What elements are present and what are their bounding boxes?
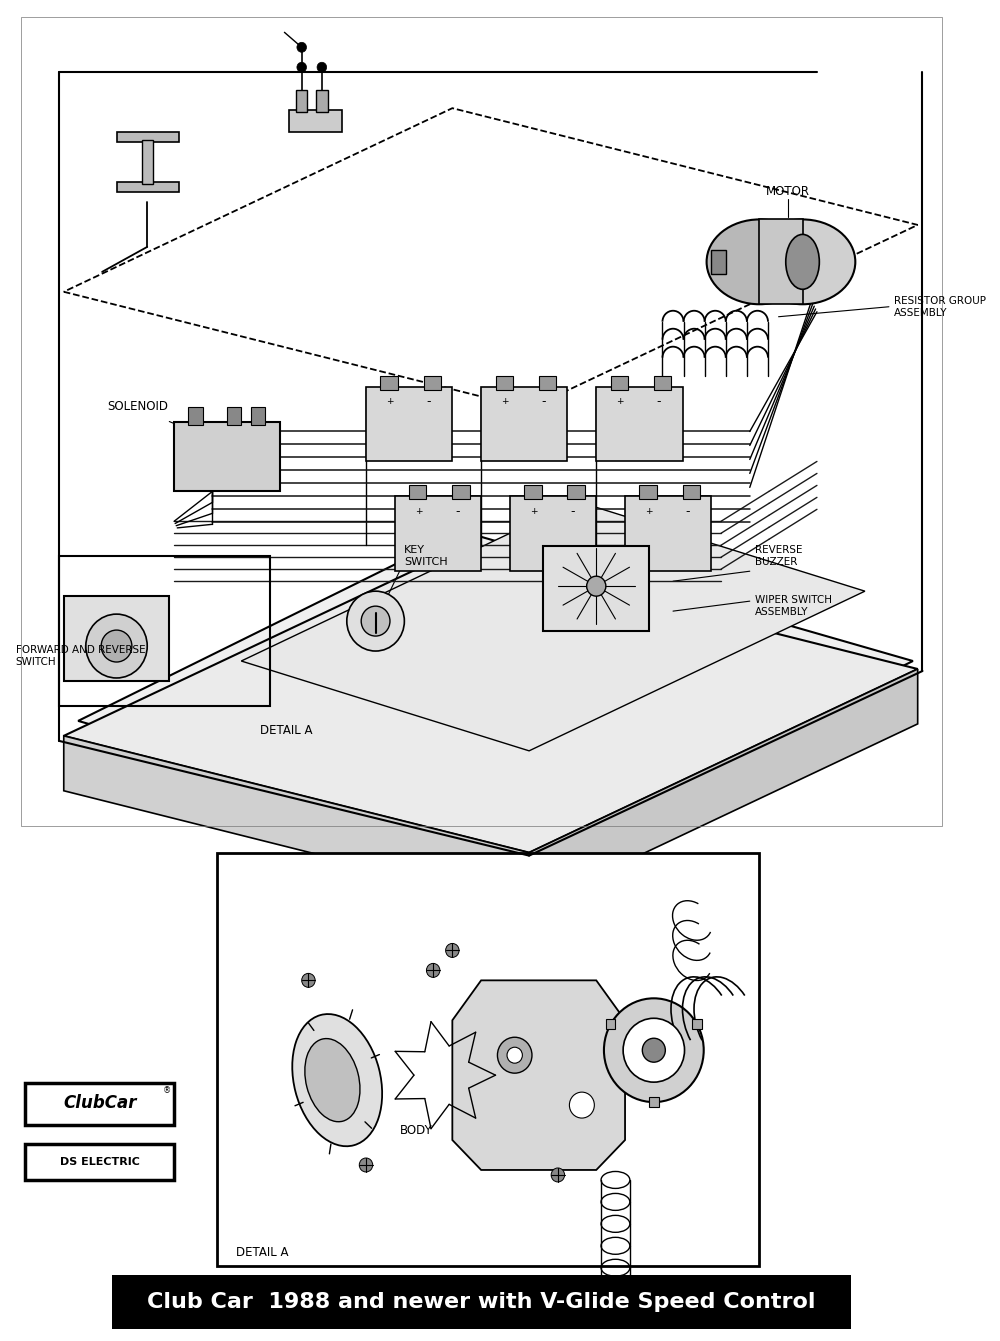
Circle shape xyxy=(623,1018,685,1082)
Text: BODY: BODY xyxy=(400,1124,432,1137)
Circle shape xyxy=(361,606,390,636)
Bar xyxy=(251,406,265,425)
Bar xyxy=(649,1097,659,1108)
Bar xyxy=(759,220,803,304)
Circle shape xyxy=(297,62,307,72)
Text: -: - xyxy=(656,396,661,408)
Bar xyxy=(21,17,942,826)
Bar xyxy=(395,496,481,571)
Text: +: + xyxy=(645,507,653,516)
Text: -: - xyxy=(426,396,431,408)
Text: ®: ® xyxy=(163,1086,172,1094)
Bar xyxy=(25,1144,174,1180)
Text: REVERSE
BUZZER: REVERSE BUZZER xyxy=(755,546,802,567)
Circle shape xyxy=(446,944,459,957)
Ellipse shape xyxy=(707,220,812,304)
Bar xyxy=(481,386,567,461)
Bar xyxy=(59,557,270,705)
Bar xyxy=(711,249,726,274)
Circle shape xyxy=(359,1159,373,1172)
Circle shape xyxy=(426,963,440,978)
Bar xyxy=(112,1275,851,1329)
Circle shape xyxy=(317,62,327,72)
Bar xyxy=(567,485,585,499)
Text: MOTOR: MOTOR xyxy=(766,185,810,198)
Bar xyxy=(524,485,542,499)
Circle shape xyxy=(302,974,315,987)
Ellipse shape xyxy=(305,1038,360,1121)
Circle shape xyxy=(551,1168,565,1181)
Polygon shape xyxy=(64,736,529,908)
Bar xyxy=(289,110,342,133)
Bar xyxy=(366,386,452,461)
Text: RESISTOR GROUP
ASSEMBLY: RESISTOR GROUP ASSEMBLY xyxy=(894,296,986,318)
Polygon shape xyxy=(529,669,918,908)
Bar xyxy=(296,90,307,113)
Bar xyxy=(142,139,153,184)
Bar xyxy=(625,496,711,571)
Circle shape xyxy=(86,614,147,679)
Bar xyxy=(409,485,426,499)
Text: WIPER SWITCH
ASSEMBLY: WIPER SWITCH ASSEMBLY xyxy=(755,595,832,617)
Polygon shape xyxy=(64,552,918,853)
Text: SOLENOID: SOLENOID xyxy=(107,400,168,413)
Text: KEY
SWITCH: KEY SWITCH xyxy=(404,546,448,567)
Bar xyxy=(496,375,513,390)
Bar xyxy=(174,421,280,491)
Bar xyxy=(606,1019,615,1030)
Circle shape xyxy=(587,577,606,597)
Text: +: + xyxy=(501,397,509,406)
Text: Club Car  1988 and newer with V-Glide Speed Control: Club Car 1988 and newer with V-Glide Spe… xyxy=(147,1293,815,1311)
Bar xyxy=(25,1084,174,1125)
Circle shape xyxy=(297,43,307,52)
Polygon shape xyxy=(241,502,865,751)
Circle shape xyxy=(569,1092,594,1118)
Bar xyxy=(117,133,179,142)
Bar xyxy=(424,375,441,390)
Text: DS ELECTRIC: DS ELECTRIC xyxy=(60,1157,140,1167)
Text: -: - xyxy=(541,396,546,408)
Bar xyxy=(543,546,649,632)
Circle shape xyxy=(604,998,704,1102)
Bar xyxy=(683,485,700,499)
Bar xyxy=(188,406,203,425)
Bar xyxy=(316,90,328,113)
Circle shape xyxy=(507,1047,522,1063)
Circle shape xyxy=(347,591,404,650)
Bar xyxy=(217,853,759,1266)
Text: -: - xyxy=(685,504,690,518)
Circle shape xyxy=(642,1038,665,1062)
Text: -: - xyxy=(570,504,575,518)
Bar xyxy=(380,375,398,390)
Bar xyxy=(452,485,470,499)
Bar xyxy=(596,386,683,461)
Text: ClubCar: ClubCar xyxy=(63,1094,137,1112)
Text: FORWARD AND REVERSE
SWITCH: FORWARD AND REVERSE SWITCH xyxy=(16,645,145,666)
Bar xyxy=(227,406,241,425)
Text: +: + xyxy=(616,397,624,406)
Bar xyxy=(639,485,657,499)
Bar xyxy=(64,597,169,681)
Text: -: - xyxy=(455,504,459,518)
Text: +: + xyxy=(386,397,394,406)
Text: +: + xyxy=(530,507,538,516)
Bar xyxy=(539,375,556,390)
Ellipse shape xyxy=(786,235,819,290)
Text: DETAIL A: DETAIL A xyxy=(236,1246,289,1259)
Polygon shape xyxy=(452,980,625,1169)
Bar xyxy=(510,496,596,571)
Circle shape xyxy=(101,630,132,662)
Bar xyxy=(117,182,179,192)
Ellipse shape xyxy=(750,220,855,304)
Bar xyxy=(692,1019,702,1030)
Ellipse shape xyxy=(292,1014,382,1147)
Text: +: + xyxy=(415,507,423,516)
Bar xyxy=(611,375,628,390)
Text: DETAIL A: DETAIL A xyxy=(260,724,313,738)
Circle shape xyxy=(497,1037,532,1073)
Bar xyxy=(654,375,671,390)
Polygon shape xyxy=(78,531,913,850)
